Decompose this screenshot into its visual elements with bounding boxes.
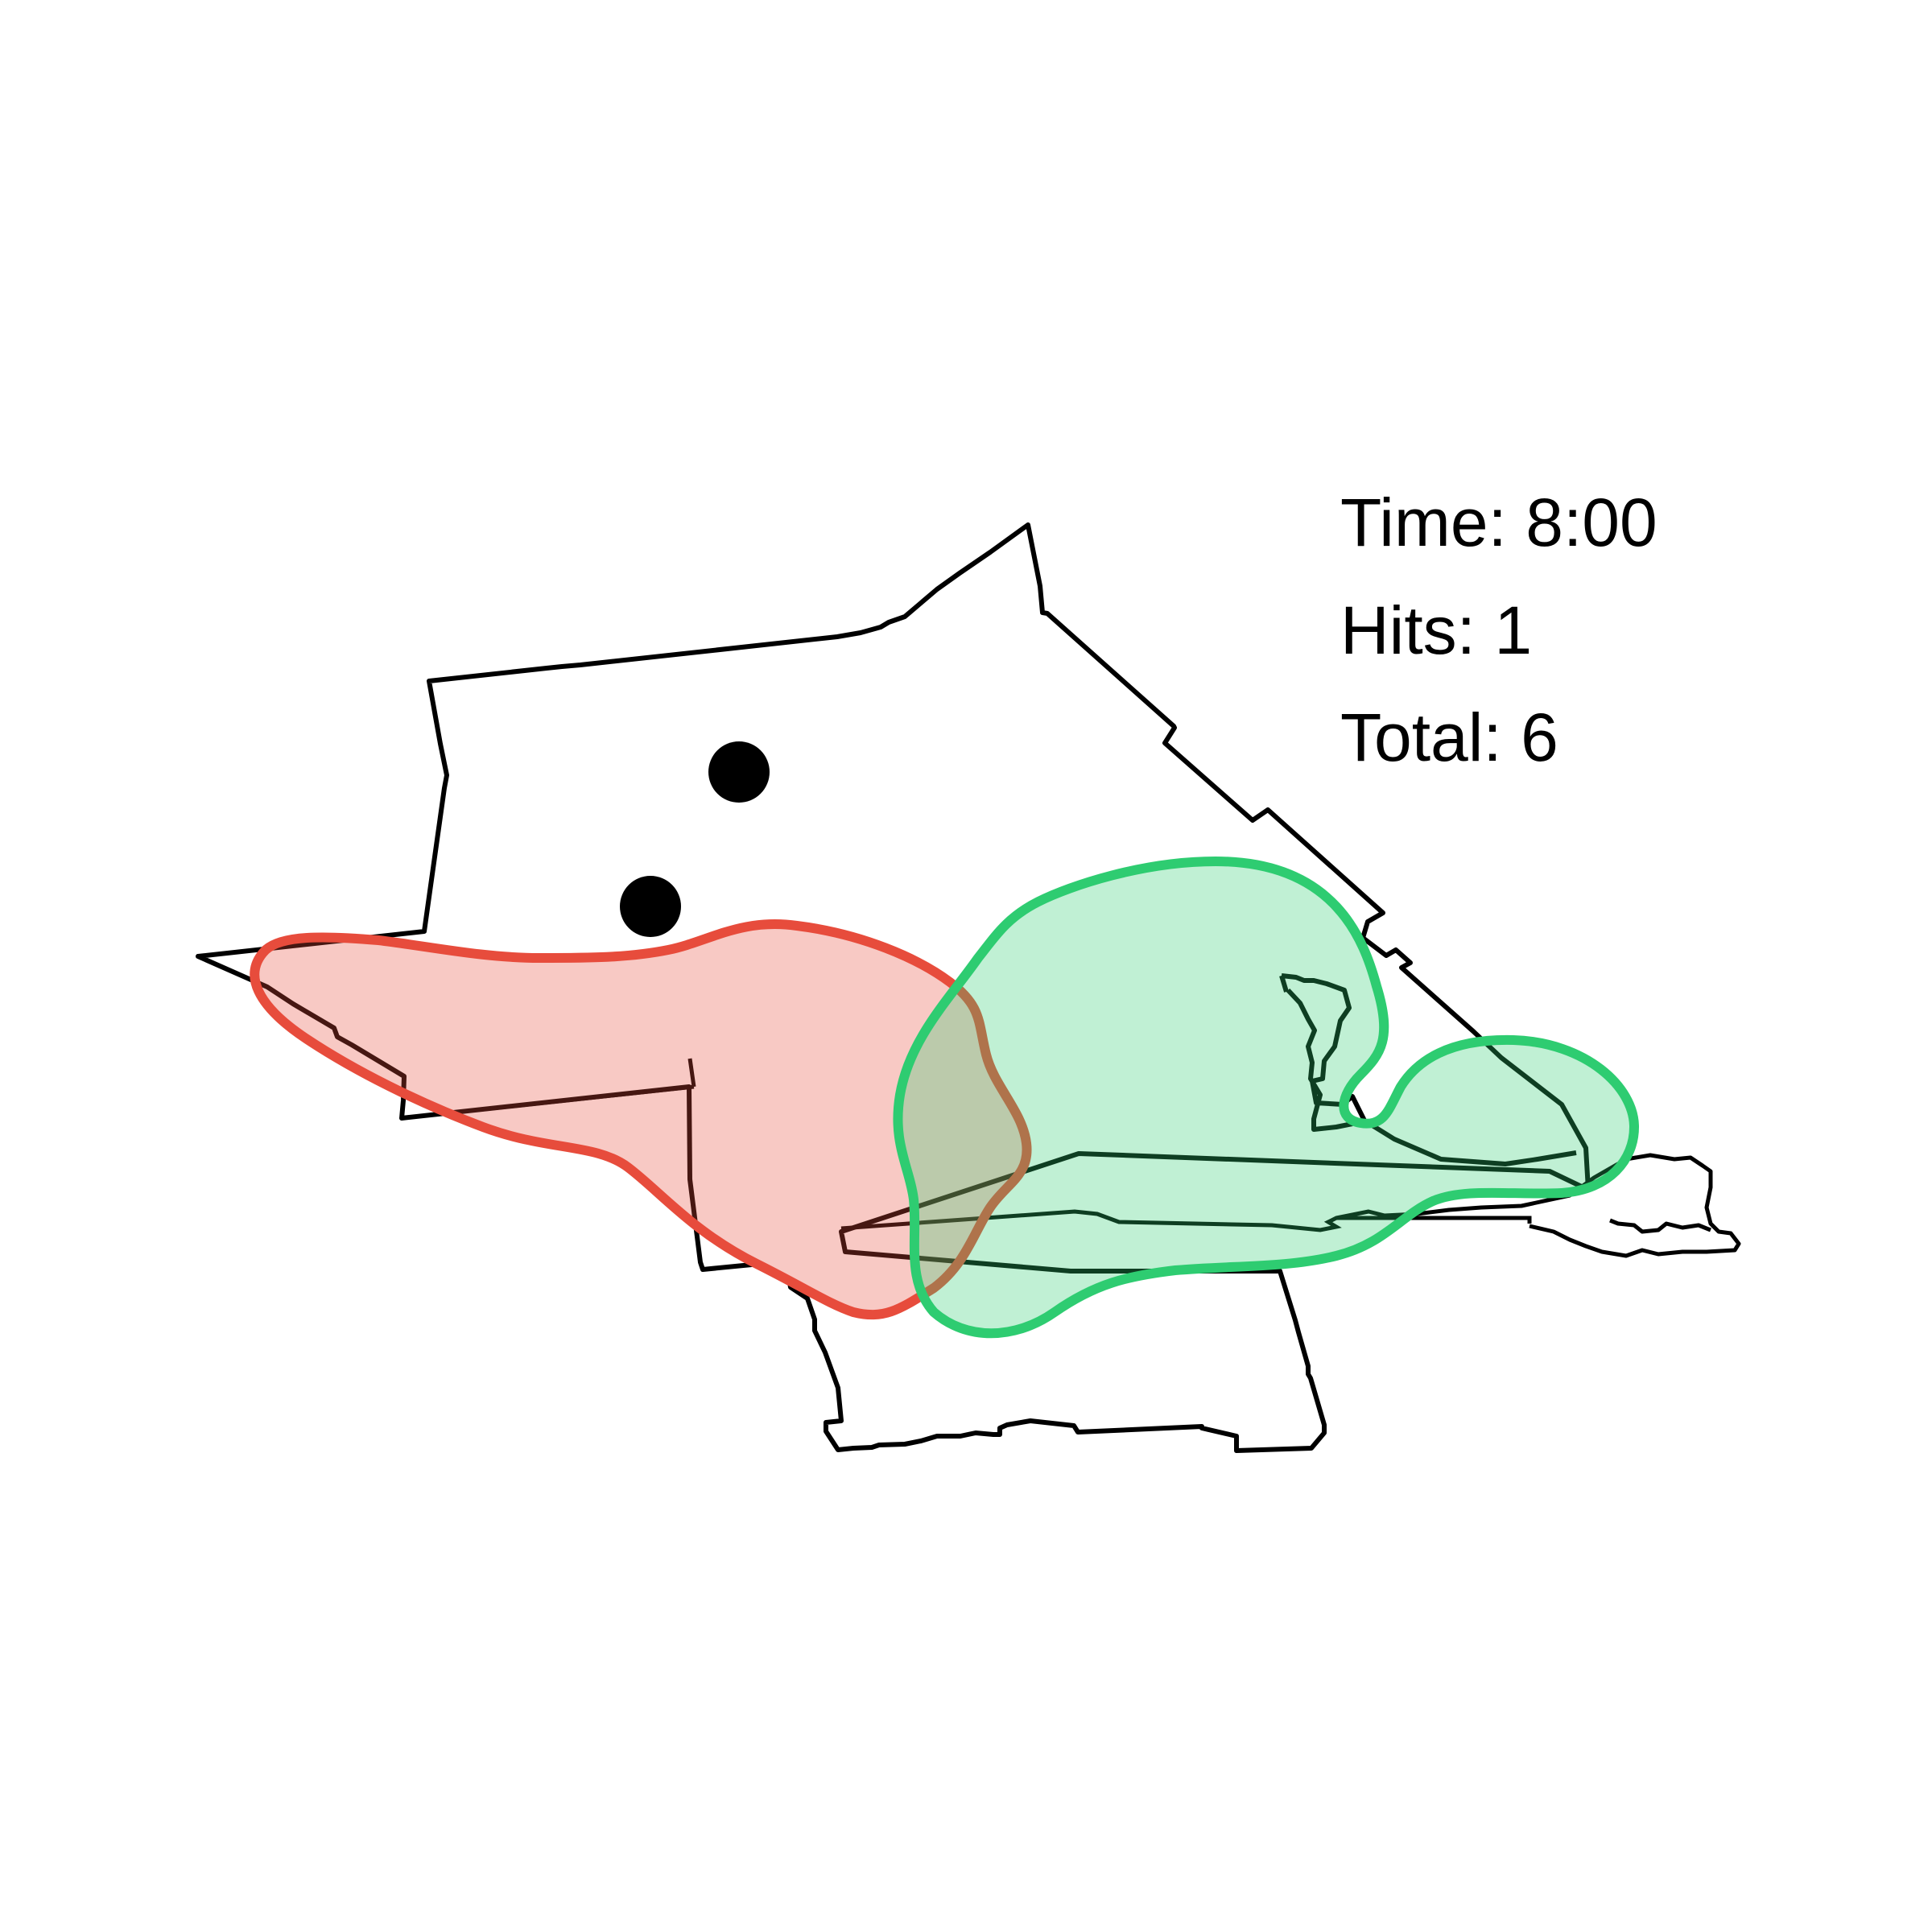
marker-point [708,741,770,803]
coastline-east [1335,1153,1741,1258]
time-label: Time: 8:00 [1340,485,1657,560]
region-red [250,919,1032,1320]
inlet-detail [1279,973,1577,1166]
marker-point [620,876,681,937]
region-green [893,857,1639,1339]
hits-label: Hits: 1 [1340,592,1532,668]
county-outline-main [196,522,1591,1453]
total-label: Total: 6 [1340,700,1558,775]
